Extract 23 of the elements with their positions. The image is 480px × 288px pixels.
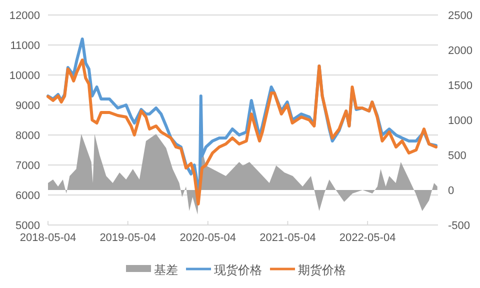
x-tick-label: 2020-05-04 (180, 232, 236, 244)
y2-tick-label: 2500 (448, 10, 472, 22)
y-tick-label: 6000 (16, 190, 40, 202)
y2-tick-label: 500 (448, 150, 466, 162)
legend-label: 现货价格 (214, 263, 262, 277)
y2-tick-label: 2000 (448, 45, 472, 57)
x-tick-label: 2022-05-04 (339, 232, 396, 244)
y-tick-label: 5000 (16, 220, 40, 232)
y2-tick-label: 1500 (448, 80, 472, 92)
x-tick-label: 2019-05-04 (100, 232, 156, 244)
y2-tick-label: 0 (448, 185, 454, 197)
y-tick-label: 12000 (9, 10, 40, 22)
legend-label: 基差 (154, 263, 178, 277)
y2-tick-label: 1000 (448, 115, 472, 127)
y-tick-label: 8000 (16, 130, 40, 142)
x-tick-label: 2018-05-04 (20, 232, 76, 244)
y-tick-label: 10000 (9, 70, 40, 82)
y-tick-label: 11000 (10, 40, 40, 52)
y2-tick-label: -500 (448, 220, 470, 232)
y-tick-label: 7000 (16, 160, 40, 172)
legend-label: 期货价格 (298, 263, 346, 277)
x-tick-label: 2021-05-04 (260, 232, 316, 244)
y-tick-label: 9000 (16, 100, 40, 112)
